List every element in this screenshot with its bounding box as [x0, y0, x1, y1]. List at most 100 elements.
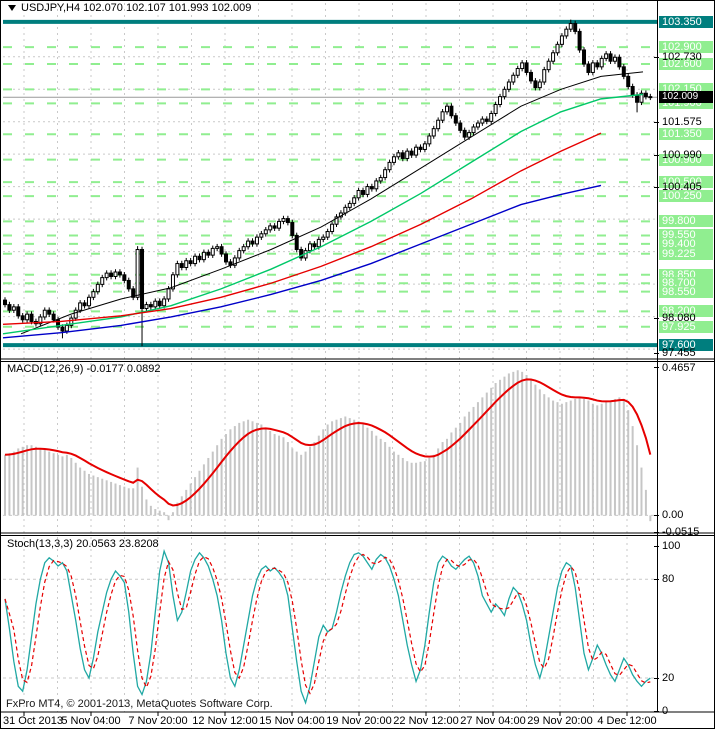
candle-body[interactable]	[506, 81, 511, 90]
candle-body[interactable]	[414, 146, 419, 156]
candle-body[interactable]	[440, 111, 445, 121]
macd-histogram-bar[interactable]	[339, 418, 342, 516]
macd-histogram-bar[interactable]	[286, 442, 289, 516]
macd-histogram-bar[interactable]	[362, 424, 365, 516]
macd-histogram-bar[interactable]	[490, 387, 493, 516]
candle-body[interactable]	[422, 143, 427, 150]
macd-histogram-bar[interactable]	[216, 445, 219, 516]
candle-body[interactable]	[515, 68, 520, 76]
candle-body[interactable]	[193, 255, 198, 265]
stoch-d-line[interactable]	[4, 553, 651, 695]
candle-body[interactable]	[294, 234, 299, 251]
macd-histogram-bar[interactable]	[132, 488, 135, 516]
candle-body[interactable]	[179, 263, 184, 269]
macd-histogram-bar[interactable]	[636, 445, 639, 516]
macd-histogram-bar[interactable]	[260, 424, 263, 516]
candle-body[interactable]	[47, 309, 52, 315]
macd-histogram-bar[interactable]	[308, 446, 311, 516]
candle-body[interactable]	[330, 223, 335, 233]
macd-histogram-bar[interactable]	[613, 398, 616, 516]
candle-body[interactable]	[590, 62, 595, 73]
candle-body[interactable]	[621, 66, 626, 77]
candle-body[interactable]	[135, 249, 140, 298]
macd-histogram-bar[interactable]	[57, 454, 60, 516]
candle-body[interactable]	[263, 229, 268, 235]
candle-body[interactable]	[51, 313, 56, 321]
macd-histogram-bar[interactable]	[189, 483, 192, 516]
macd-histogram-bar[interactable]	[118, 485, 121, 516]
macd-histogram-bar[interactable]	[291, 448, 294, 516]
macd-histogram-bar[interactable]	[136, 467, 139, 516]
macd-histogram-bar[interactable]	[65, 454, 68, 516]
macd-histogram-bar[interactable]	[26, 445, 29, 516]
macd-histogram-bar[interactable]	[353, 419, 356, 516]
macd-histogram-bar[interactable]	[516, 370, 519, 516]
candle-body[interactable]	[224, 253, 228, 263]
macd-histogram-bar[interactable]	[450, 432, 453, 516]
candle-body[interactable]	[312, 243, 317, 248]
candle-body[interactable]	[555, 43, 560, 54]
candle-body[interactable]	[533, 80, 538, 89]
macd-histogram-bar[interactable]	[83, 470, 86, 516]
macd-histogram-bar[interactable]	[583, 398, 586, 516]
candle-body[interactable]	[272, 225, 277, 229]
macd-histogram-bar[interactable]	[410, 462, 413, 516]
candle-body[interactable]	[206, 251, 211, 256]
candle-body[interactable]	[38, 316, 43, 325]
macd-histogram-bar[interactable]	[596, 405, 599, 516]
candle-body[interactable]	[241, 246, 246, 252]
macd-histogram-bar[interactable]	[282, 437, 285, 516]
candle-body[interactable]	[162, 298, 167, 307]
candle-body[interactable]	[140, 249, 145, 310]
candle-body[interactable]	[184, 260, 189, 269]
candle-body[interactable]	[237, 250, 242, 259]
candle-body[interactable]	[568, 23, 573, 30]
candle-body[interactable]	[573, 23, 578, 32]
candle-body[interactable]	[166, 288, 171, 300]
candle-body[interactable]	[3, 299, 7, 306]
candle-body[interactable]	[511, 74, 516, 83]
candle-body[interactable]	[113, 271, 118, 277]
ma-red[interactable]	[2, 132, 602, 325]
macd-histogram-bar[interactable]	[8, 453, 11, 516]
macd-histogram-bar[interactable]	[87, 473, 90, 516]
macd-histogram-bar[interactable]	[12, 451, 15, 516]
candle-body[interactable]	[148, 304, 153, 308]
macd-histogram-bar[interactable]	[587, 400, 590, 516]
candle-body[interactable]	[126, 279, 131, 290]
candle-body[interactable]	[445, 105, 449, 113]
candle-body[interactable]	[42, 309, 47, 318]
macd-histogram-bar[interactable]	[326, 424, 329, 516]
candle-body[interactable]	[436, 119, 441, 130]
candle-body[interactable]	[157, 300, 162, 307]
macd-histogram-bar[interactable]	[207, 457, 210, 516]
candle-body[interactable]	[635, 94, 640, 103]
macd-histogram-bar[interactable]	[552, 400, 555, 516]
macd-histogram-bar[interactable]	[494, 383, 497, 516]
candle-body[interactable]	[144, 304, 149, 310]
macd-histogram-bar[interactable]	[485, 392, 488, 516]
macd-histogram-bar[interactable]	[375, 435, 378, 516]
macd-histogram-bar[interactable]	[167, 515, 170, 521]
candle-body[interactable]	[254, 236, 259, 245]
candle-body[interactable]	[356, 189, 361, 199]
macd-histogram-bar[interactable]	[322, 429, 325, 516]
macd-histogram-bar[interactable]	[229, 429, 232, 516]
candle-body[interactable]	[285, 218, 290, 224]
candle-body[interactable]	[299, 249, 304, 259]
macd-histogram-bar[interactable]	[428, 457, 431, 516]
candle-body[interactable]	[520, 62, 525, 70]
macd-histogram-bar[interactable]	[154, 509, 157, 516]
macd-histogram-bar[interactable]	[238, 422, 241, 516]
candle-body[interactable]	[493, 103, 498, 114]
candle-body[interactable]	[188, 260, 193, 265]
candle-body[interactable]	[378, 177, 383, 182]
candle-body[interactable]	[498, 96, 503, 105]
macd-histogram-bar[interactable]	[415, 462, 418, 516]
candle-body[interactable]	[595, 62, 600, 68]
macd-histogram-bar[interactable]	[543, 394, 546, 516]
macd-histogram-bar[interactable]	[366, 427, 369, 516]
candle-body[interactable]	[639, 92, 644, 103]
candle-body[interactable]	[246, 240, 251, 248]
candle-body[interactable]	[250, 240, 255, 245]
